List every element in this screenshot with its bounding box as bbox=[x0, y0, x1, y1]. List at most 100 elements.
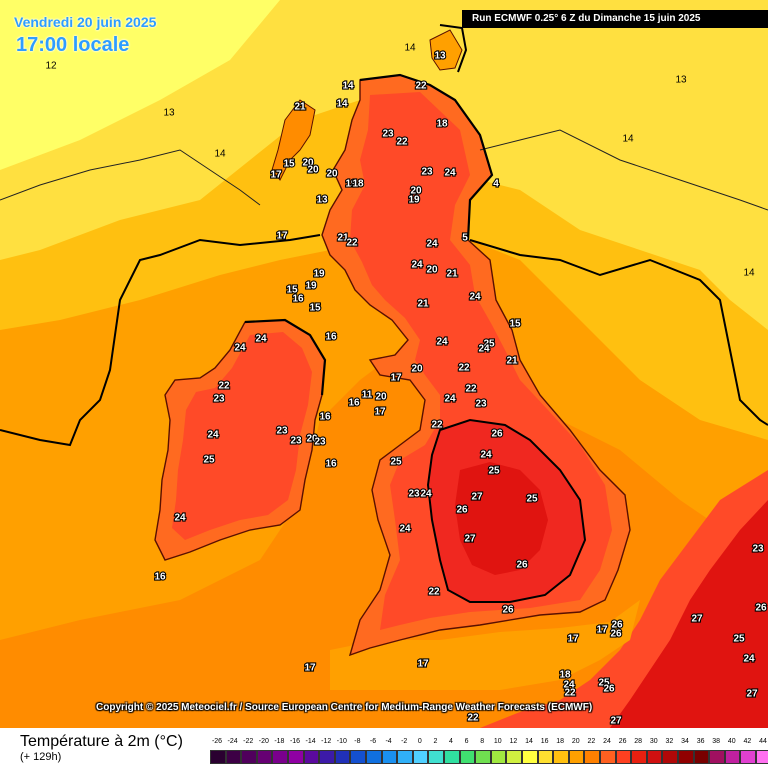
scale-swatch bbox=[350, 750, 366, 764]
scale-tick-label: -18 bbox=[274, 738, 285, 745]
scale-tick-label: 0 bbox=[417, 738, 422, 745]
temperature-value: 15 bbox=[309, 303, 321, 314]
temperature-value: 22 bbox=[564, 688, 576, 699]
scale-tick-label: -12 bbox=[321, 738, 332, 745]
scale-tick-label: -24 bbox=[227, 738, 238, 745]
zone-t14-north bbox=[300, 0, 768, 120]
scale-tick-label: -4 bbox=[385, 738, 392, 745]
temperature-value: 25 bbox=[598, 678, 610, 689]
temperature-value: 17 bbox=[276, 231, 288, 242]
scale-swatch bbox=[366, 750, 382, 764]
model-run-info: Run ECMWF 0.25° 6 Z du Dimanche 15 juin … bbox=[462, 10, 768, 28]
temperature-value: 13 bbox=[675, 75, 687, 86]
scale-swatch bbox=[615, 750, 632, 764]
temperature-value: 25 bbox=[733, 634, 745, 645]
temperature-value: 24 bbox=[563, 680, 575, 691]
scale-tick-label: 36 bbox=[696, 738, 705, 745]
temperature-value: 17 bbox=[567, 634, 579, 645]
scale-swatch bbox=[756, 750, 768, 764]
temperature-value: 22 bbox=[431, 420, 443, 431]
channel-strip bbox=[330, 600, 640, 690]
temperature-value: 20 bbox=[375, 392, 387, 403]
scale-swatch bbox=[225, 750, 242, 764]
scale-swatch bbox=[506, 750, 522, 764]
scale-swatch bbox=[288, 750, 304, 764]
temperature-value: 20 bbox=[302, 158, 314, 169]
isotherm-16-east bbox=[469, 239, 768, 426]
scale-tick-label: 20 bbox=[571, 738, 580, 745]
temperature-value: 21 bbox=[446, 269, 458, 280]
scale-swatch bbox=[412, 750, 429, 764]
temperature-value: 4 bbox=[493, 179, 499, 190]
temperature-value: 24 bbox=[411, 260, 423, 271]
hebrides bbox=[271, 99, 316, 181]
scale-swatch bbox=[537, 750, 554, 764]
temperature-value: 17 bbox=[390, 373, 402, 384]
orkney-outline bbox=[439, 24, 468, 73]
temperature-value: 26 bbox=[603, 684, 615, 695]
temperature-value: 17 bbox=[374, 407, 386, 418]
temperature-value: 24 bbox=[174, 513, 186, 524]
scale-swatch bbox=[397, 750, 413, 764]
temperature-value: 23 bbox=[276, 426, 288, 437]
scale-swatch bbox=[256, 750, 273, 764]
isle-of-man bbox=[360, 388, 378, 410]
isotherm-14-line bbox=[0, 149, 261, 206]
scale-tick-label: -16 bbox=[289, 738, 301, 745]
temperature-value: 22 bbox=[346, 238, 358, 249]
scale-swatch bbox=[210, 750, 226, 764]
temperature-value: 16 bbox=[292, 294, 304, 305]
scale-swatch bbox=[553, 750, 569, 764]
temperature-value: 23 bbox=[408, 489, 420, 500]
scale-tick-label: 44 bbox=[759, 738, 767, 745]
isotherm-16-line bbox=[0, 234, 321, 447]
scale-swatch bbox=[568, 750, 585, 764]
temperature-value: 18 bbox=[436, 119, 448, 130]
temperature-value: 16 bbox=[325, 332, 337, 343]
scale-tick-label: 2 bbox=[433, 738, 438, 745]
temperature-value: 19 bbox=[408, 195, 420, 206]
isotherm-14-east bbox=[479, 129, 768, 211]
temperature-value: 27 bbox=[464, 534, 476, 545]
scale-tick-label: 34 bbox=[681, 738, 689, 745]
scale-tick-label: 32 bbox=[665, 738, 674, 745]
scale-swatch bbox=[693, 750, 710, 764]
scale-swatch bbox=[444, 750, 460, 764]
temperature-value: 17 bbox=[270, 170, 282, 181]
temperature-value: 14 bbox=[743, 268, 755, 279]
temperature-value: 16 bbox=[325, 459, 337, 470]
temperature-value: 20 bbox=[326, 169, 338, 180]
temperature-value: 26 bbox=[516, 560, 528, 571]
scale-swatch bbox=[272, 750, 288, 764]
temperature-value: 26 bbox=[491, 429, 503, 440]
scale-tick-label: 14 bbox=[525, 738, 533, 745]
isotherm-26 bbox=[426, 418, 587, 603]
temperature-value: 25 bbox=[488, 466, 500, 477]
temperature-value: 24 bbox=[743, 654, 755, 665]
temperature-value: 27 bbox=[746, 689, 758, 700]
scale-tick-label: -6 bbox=[369, 738, 377, 745]
temperature-value: 24 bbox=[234, 343, 246, 354]
temperature-value: 26 bbox=[456, 505, 468, 516]
temperature-value: 22 bbox=[467, 713, 479, 724]
coast-outline-gb bbox=[359, 73, 494, 241]
temperature-value: 24 bbox=[207, 430, 219, 441]
temperature-value: 14 bbox=[404, 43, 416, 54]
temperature-value: 24 bbox=[399, 524, 411, 535]
temperature-value: 20 bbox=[410, 186, 422, 197]
temperature-value: 17 bbox=[304, 663, 316, 674]
temperature-value: 24 bbox=[255, 334, 267, 345]
temperature-value: 23 bbox=[314, 437, 326, 448]
temperature-value: 16 bbox=[348, 398, 360, 409]
temperature-value: 18 bbox=[559, 670, 571, 681]
temperature-value: 24 bbox=[444, 394, 456, 405]
scale-tick-label: -2 bbox=[401, 738, 408, 745]
scale-tick-label: 42 bbox=[743, 738, 752, 745]
temperature-value: 14 bbox=[336, 99, 348, 110]
temperature-value: 16 bbox=[319, 412, 331, 423]
temperature-value: 21 bbox=[417, 299, 429, 310]
temperature-value: 23 bbox=[421, 167, 433, 178]
temperature-value: 20 bbox=[426, 265, 438, 276]
temperature-value: 23 bbox=[752, 544, 764, 555]
